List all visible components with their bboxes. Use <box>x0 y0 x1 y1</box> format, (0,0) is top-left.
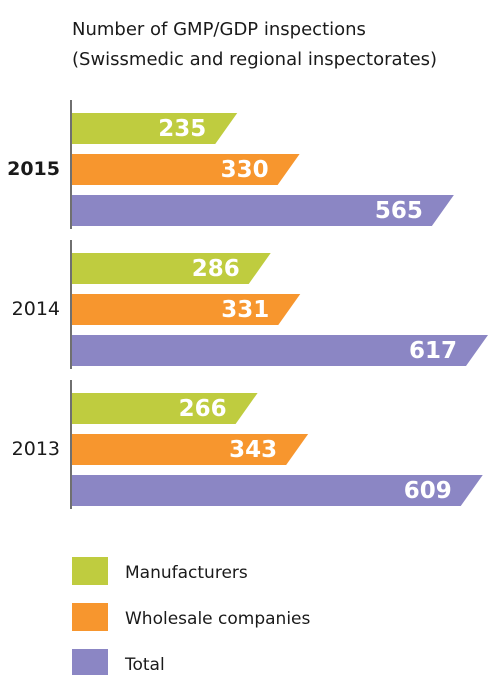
legend-swatch <box>72 603 108 631</box>
value-label: 266 <box>179 396 227 422</box>
value-label: 330 <box>221 157 269 183</box>
chart-title: Number of GMP/GDP inspections <box>72 19 366 40</box>
bar <box>72 475 483 506</box>
value-label: 565 <box>375 198 423 224</box>
value-label: 235 <box>158 116 206 142</box>
value-label: 331 <box>221 297 269 323</box>
bar <box>72 434 309 465</box>
bar <box>72 294 301 325</box>
legend-swatch <box>72 649 108 675</box>
legend-label: Total <box>124 655 165 675</box>
value-label: 286 <box>192 256 240 282</box>
bar <box>72 335 488 366</box>
legend-swatch <box>72 557 108 585</box>
chart-subtitle: (Swissmedic and regional inspectorates) <box>72 49 437 70</box>
bar <box>72 113 238 144</box>
bar <box>72 154 300 185</box>
bar <box>72 195 454 226</box>
bar <box>72 253 271 284</box>
value-label: 617 <box>409 338 457 364</box>
y-tick-label: 2013 <box>12 438 60 460</box>
y-tick-label: 2015 <box>7 158 60 180</box>
legend-label: Manufacturers <box>125 563 248 583</box>
y-tick-label: 2014 <box>12 298 60 320</box>
bar <box>72 393 258 424</box>
value-label: 343 <box>229 437 277 463</box>
legend-label: Wholesale companies <box>125 609 310 629</box>
value-label: 609 <box>404 478 452 504</box>
